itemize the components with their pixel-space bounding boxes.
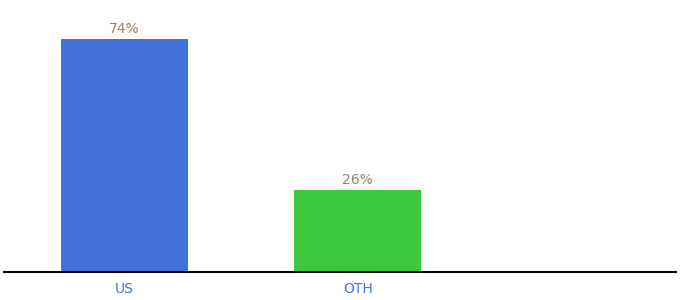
Text: 74%: 74%: [109, 22, 139, 36]
Bar: [61, 39, 188, 272]
Bar: [294, 190, 422, 272]
Text: 26%: 26%: [342, 173, 373, 187]
